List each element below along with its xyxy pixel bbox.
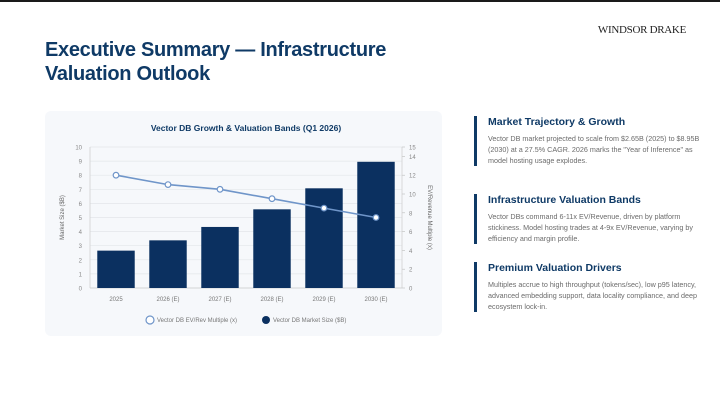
y2-tick-label: 2	[409, 268, 413, 274]
section-heading: Market Trajectory & Growth	[488, 116, 626, 128]
legend-label-line: Vector DB EV/Rev Multiple (x)	[157, 318, 237, 324]
x-tick-label: 2029 (E)	[312, 297, 335, 303]
y-tick-label: 8	[79, 174, 83, 180]
line-point	[268, 195, 276, 203]
y-tick-label: 6	[79, 202, 83, 208]
bar	[97, 250, 135, 288]
y2-tick-label: 12	[409, 174, 416, 180]
line-point	[372, 214, 380, 221]
line-point	[164, 181, 172, 188]
y2-tick-label: 6	[409, 230, 413, 236]
legend-marker-line	[145, 315, 155, 325]
line-point	[112, 171, 120, 179]
y2-axis-label: EV/Revenue Multiple (x)	[426, 185, 432, 250]
y2-tick-label: 0	[409, 287, 413, 293]
section-body: Vector DBs command 6-11x EV/Revenue, dri…	[488, 212, 693, 243]
y-tick-label: 2	[79, 258, 83, 264]
top-bar	[0, 0, 720, 2]
section-heading: Premium Valuation Drivers	[488, 262, 622, 274]
y2-tick-label: 4	[409, 249, 413, 255]
y-tick-label: 3	[79, 244, 83, 250]
y-tick-label: 10	[75, 146, 82, 152]
chart-card: Vector DB Growth & Valuation Bands (Q1 2…	[45, 111, 442, 336]
x-tick-label: 2025	[109, 297, 123, 303]
section-body: Vector DB market projected to scale from…	[488, 134, 700, 165]
chart-title: Vector DB Growth & Valuation Bands (Q1 2…	[151, 123, 342, 133]
bar	[357, 161, 395, 288]
x-tick-label: 2026 (E)	[156, 297, 179, 303]
section-premium-drivers: Premium Valuation Drivers Multiples accr…	[474, 262, 703, 312]
y-tick-label: 1	[79, 272, 83, 278]
y2-tick-label: 14	[409, 155, 416, 161]
y-tick-label: 0	[79, 287, 83, 293]
brand-logo: WINDSOR DRAKE	[597, 24, 686, 36]
section-market-trajectory: Market Trajectory & Growth Vector DB mar…	[474, 116, 703, 166]
y2-tick-label: 10	[409, 193, 416, 199]
legend-label-bar: Vector DB Market Size ($B)	[273, 318, 346, 324]
y-axis-label: Market Size ($B)	[60, 195, 66, 240]
y-tick-label: 4	[79, 230, 83, 236]
legend-marker-bar	[262, 316, 270, 324]
chart: Vector DB Growth & Valuation Bands (Q1 2…	[60, 123, 432, 325]
y-tick-label: 7	[79, 188, 83, 194]
line-point	[216, 185, 224, 193]
line-point	[320, 204, 328, 212]
y2-tick-label: 8	[409, 211, 413, 217]
bar	[305, 188, 343, 288]
y-tick-label: 5	[79, 216, 83, 222]
x-tick-label: 2028 (E)	[260, 297, 283, 303]
bar	[253, 209, 291, 288]
page-title: Executive Summary — Infrastructure Valua…	[45, 39, 387, 85]
section-body: Multiples accrue to high throughput (tok…	[488, 280, 697, 311]
bar	[201, 226, 239, 288]
x-tick-label: 2027 (E)	[208, 297, 231, 303]
x-tick-label: 2030 (E)	[364, 297, 387, 303]
y2-tick-label: 15	[409, 146, 416, 152]
section-heading: Infrastructure Valuation Bands	[488, 194, 641, 206]
bar	[149, 240, 187, 288]
section-valuation-bands: Infrastructure Valuation Bands Vector DB…	[474, 194, 703, 244]
line-series	[115, 174, 377, 219]
y-tick-label: 9	[79, 160, 83, 166]
